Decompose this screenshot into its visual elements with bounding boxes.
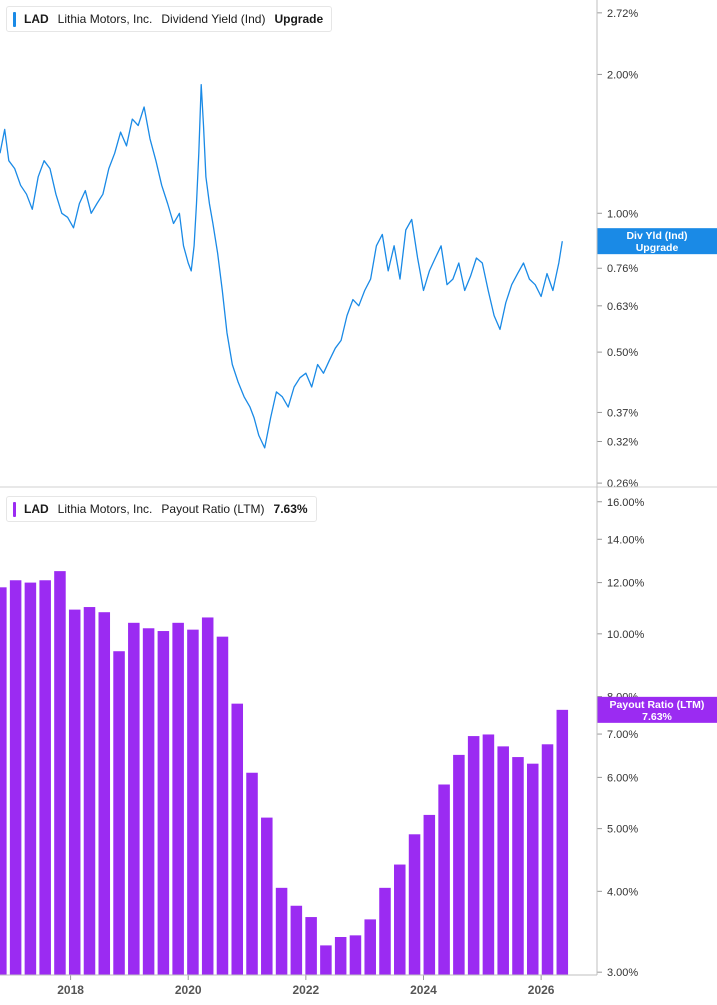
x-tick-label: 2020 <box>175 983 202 997</box>
payout-bar <box>438 784 450 975</box>
payout-bar <box>83 607 96 975</box>
y-tick-label: 5.00% <box>607 824 638 836</box>
legend-value: 7.63% <box>273 502 308 516</box>
payout-bar <box>467 736 480 975</box>
payout-bar <box>497 746 509 975</box>
payout-bar <box>290 905 303 975</box>
y-tick-label: 1.00% <box>607 208 638 220</box>
y-tick-label: 3.00% <box>607 967 638 979</box>
legend-ticker: LAD <box>24 12 49 26</box>
payout-bar <box>113 651 125 975</box>
payout-bar <box>261 817 273 975</box>
y-tick-label: 0.32% <box>607 437 638 449</box>
payout-bar <box>39 580 51 975</box>
dividend-yield-line <box>0 84 563 449</box>
y-tick-label: 2.00% <box>607 69 638 81</box>
series-color-swatch-bottom <box>13 501 16 517</box>
end-labels: Div Yld (Ind)Upgrade Payout Ratio (LTM)7.… <box>597 228 717 723</box>
payout-bar <box>541 744 554 975</box>
y-tick-label: 2.72% <box>607 8 638 20</box>
payout-bar <box>512 757 524 975</box>
y-tick-label: 0.50% <box>607 347 638 359</box>
series-color-swatch-top <box>13 11 16 27</box>
dividend-yield-end-box <box>597 228 717 255</box>
y-tick-label: 0.26% <box>607 478 638 490</box>
payout-bar <box>275 887 288 975</box>
payout-ratio-end-box <box>597 696 717 723</box>
payout-bar <box>320 945 332 975</box>
payout-bar <box>423 814 436 975</box>
payout-bar <box>394 864 406 975</box>
payout-bar <box>334 937 347 975</box>
payout-bar <box>68 609 81 975</box>
legend-top[interactable]: LAD Lithia Motors, Inc. Dividend Yield (… <box>6 6 333 32</box>
payout-bar <box>128 622 140 975</box>
legend-value-upgrade[interactable]: Upgrade <box>274 12 324 26</box>
payout-bar <box>9 580 22 975</box>
payout-bar <box>379 887 391 975</box>
x-tick-label: 2024 <box>410 983 437 997</box>
dividend-yield-end-label: Div Yld (Ind) <box>626 230 687 242</box>
y-tick-label: 0.63% <box>607 301 638 313</box>
payout-bar <box>556 709 569 975</box>
legend-ticker: LAD <box>24 502 49 516</box>
y-tick-label: 10.00% <box>607 629 645 641</box>
y-tick-label: 7.00% <box>607 729 638 741</box>
dividend-yield-line-layer <box>0 84 563 449</box>
legend-metric: Dividend Yield (Ind) <box>161 12 266 26</box>
y-tick-label: 12.00% <box>607 578 645 590</box>
payout-bar <box>201 617 214 975</box>
payout-bar <box>157 631 170 975</box>
x-tick-label: 2026 <box>528 983 555 997</box>
payout-bar <box>216 636 229 975</box>
x-axis: 2018 2020 2022 2024 2026 <box>57 975 555 997</box>
y-tick-label: 0.37% <box>607 407 638 419</box>
payout-ratio-end-label: Payout Ratio (LTM) <box>610 699 705 711</box>
payout-bar <box>364 919 376 975</box>
payout-ratio-bars <box>0 571 569 975</box>
payout-bar <box>172 622 184 975</box>
payout-bar <box>98 612 111 975</box>
payout-bar <box>349 935 362 975</box>
legend-company: Lithia Motors, Inc. <box>57 502 153 516</box>
y-tick-label: 4.00% <box>607 886 638 898</box>
y-tick-label: 16.00% <box>607 497 645 509</box>
y-tick-label: 6.00% <box>607 772 638 784</box>
payout-bar <box>0 587 7 975</box>
payout-ratio-end-value: 7.63% <box>642 711 672 723</box>
payout-bar <box>526 763 539 975</box>
payout-bar <box>305 917 317 975</box>
x-tick-label: 2018 <box>57 983 84 997</box>
payout-bar <box>246 772 258 975</box>
legend-company: Lithia Motors, Inc. <box>57 12 153 26</box>
x-tick-label: 2022 <box>293 983 320 997</box>
payout-bar <box>24 582 37 975</box>
legend-metric: Payout Ratio (LTM) <box>161 502 265 516</box>
payout-bar <box>408 834 421 975</box>
y-tick-label: 0.76% <box>607 263 638 275</box>
bottom-panel-axis: 16.00%14.00%12.00%10.00%8.00%7.00%6.00%5… <box>597 497 645 979</box>
payout-bar <box>142 628 155 975</box>
payout-bar <box>482 734 495 975</box>
payout-bar <box>187 629 199 975</box>
payout-bar <box>231 703 244 975</box>
payout-bar <box>453 754 465 975</box>
payout-bar <box>54 571 66 975</box>
y-tick-label: 14.00% <box>607 534 645 546</box>
dividend-yield-end-value: Upgrade <box>636 242 679 254</box>
legend-bottom[interactable]: LAD Lithia Motors, Inc. Payout Ratio (LT… <box>6 496 317 522</box>
